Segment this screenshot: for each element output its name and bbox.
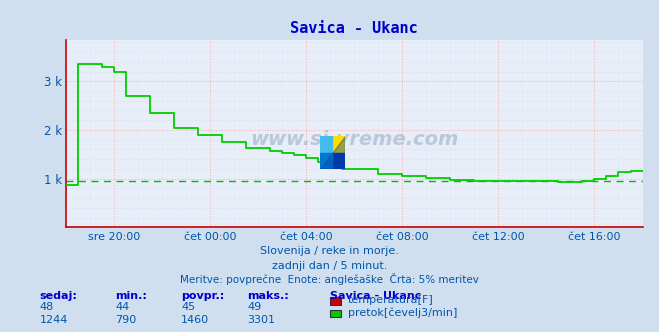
- Text: 45: 45: [181, 302, 195, 312]
- Text: maks.:: maks.:: [247, 291, 289, 301]
- Polygon shape: [320, 136, 332, 153]
- Title: Savica - Ukanc: Savica - Ukanc: [291, 21, 418, 36]
- Text: temperatura[F]: temperatura[F]: [348, 295, 434, 305]
- Text: 790: 790: [115, 315, 136, 325]
- Polygon shape: [320, 136, 345, 169]
- Text: 1244: 1244: [40, 315, 68, 325]
- Text: 3301: 3301: [247, 315, 275, 325]
- Text: 1460: 1460: [181, 315, 210, 325]
- Text: povpr.:: povpr.:: [181, 291, 225, 301]
- Text: 44: 44: [115, 302, 130, 312]
- Polygon shape: [332, 153, 345, 169]
- Text: pretok[čevelj3/min]: pretok[čevelj3/min]: [348, 307, 457, 318]
- Text: www.si-vreme.com: www.si-vreme.com: [250, 130, 459, 149]
- Text: Savica - Ukanc: Savica - Ukanc: [330, 291, 421, 301]
- Text: Slovenija / reke in morje.: Slovenija / reke in morje.: [260, 246, 399, 256]
- Text: min.:: min.:: [115, 291, 147, 301]
- Text: Meritve: povprečne  Enote: anglešaške  Črta: 5% meritev: Meritve: povprečne Enote: anglešaške Črt…: [180, 273, 479, 285]
- Text: 49: 49: [247, 302, 262, 312]
- Polygon shape: [332, 136, 345, 153]
- Text: zadnji dan / 5 minut.: zadnji dan / 5 minut.: [272, 261, 387, 271]
- Text: sedaj:: sedaj:: [40, 291, 77, 301]
- Polygon shape: [320, 153, 332, 169]
- Text: 48: 48: [40, 302, 54, 312]
